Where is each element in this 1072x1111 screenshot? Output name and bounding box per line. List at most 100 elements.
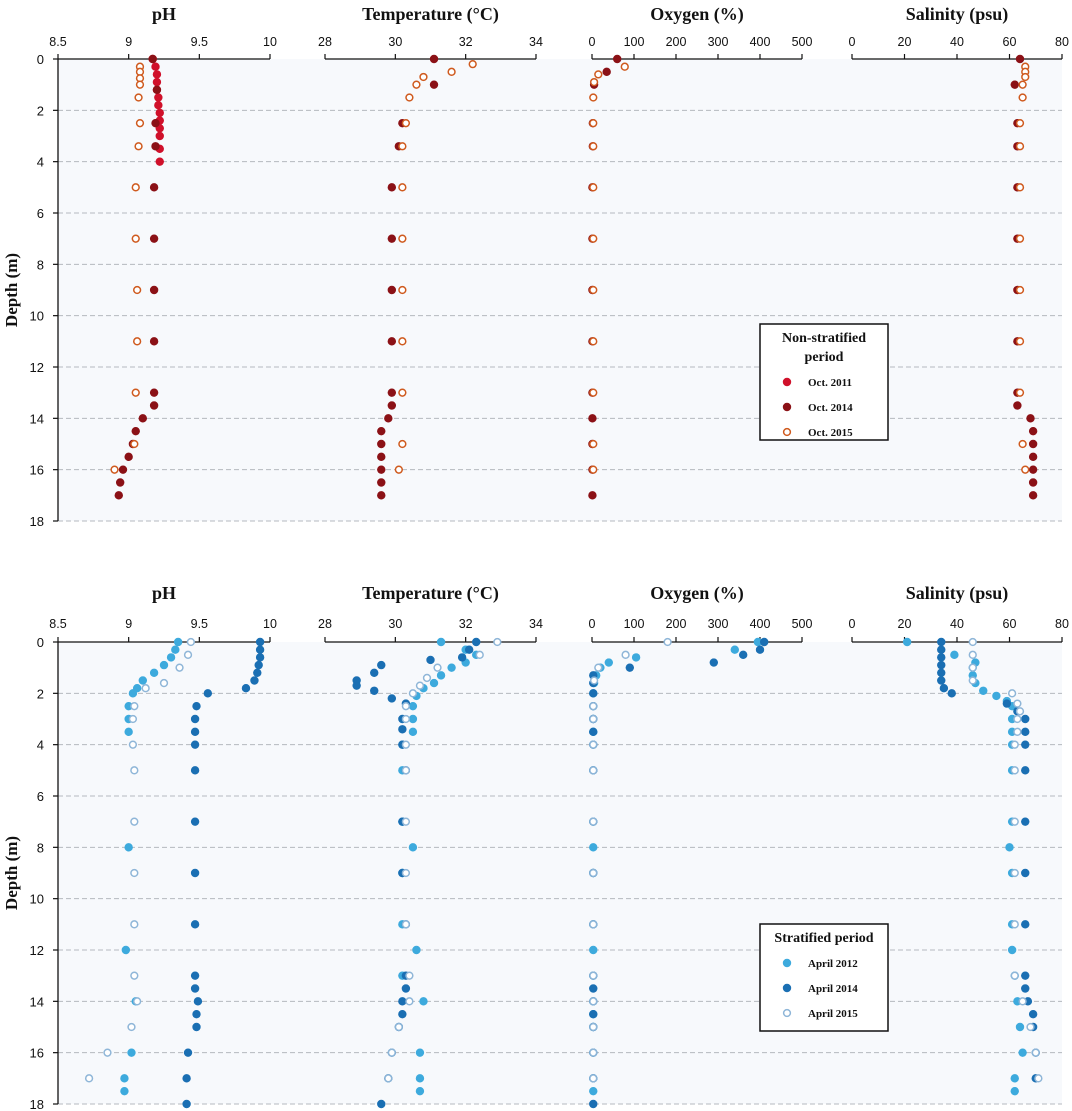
data-point	[149, 401, 159, 410]
data-point	[1013, 401, 1022, 410]
x-tick-label: 0	[589, 35, 596, 49]
data-point	[1026, 1022, 1035, 1032]
series-april-2015	[84, 637, 196, 1083]
x-tick-label: 40	[950, 617, 964, 631]
legend-label: Oct. 2011	[808, 377, 852, 389]
data-point	[415, 1086, 425, 1096]
data-point	[589, 689, 598, 698]
data-point	[134, 93, 143, 102]
data-point	[1015, 337, 1025, 346]
data-point	[377, 426, 386, 436]
data-point	[589, 868, 598, 878]
data-point	[398, 142, 407, 151]
y-tick-label: 18	[30, 514, 44, 529]
series-april-2014	[182, 637, 265, 1109]
data-point	[1015, 142, 1025, 151]
data-point	[429, 678, 439, 688]
panel-title: Oxygen (%)	[650, 583, 744, 604]
data-point	[589, 843, 598, 852]
data-point	[968, 676, 977, 685]
data-point	[589, 676, 599, 685]
x-tick-label: 8.5	[49, 35, 66, 49]
data-point	[433, 663, 442, 672]
data-point	[589, 971, 598, 980]
data-point	[663, 637, 672, 647]
data-point	[1021, 465, 1030, 474]
data-point	[151, 142, 160, 151]
data-point	[130, 920, 139, 929]
data-point	[131, 234, 140, 243]
data-point	[132, 997, 142, 1006]
legend-entry-oct-2015: Oct. 2015	[782, 427, 853, 439]
data-point	[398, 725, 407, 734]
data-point	[155, 131, 164, 141]
data-point	[387, 388, 397, 397]
data-point	[1026, 414, 1035, 423]
data-point	[171, 645, 180, 654]
data-point	[138, 676, 148, 685]
x-tick-label: 400	[750, 617, 771, 631]
data-point	[1010, 1074, 1019, 1083]
data-point	[589, 183, 598, 192]
data-point	[1015, 285, 1025, 295]
legend-marker	[782, 958, 792, 968]
data-point	[387, 401, 397, 410]
data-point	[149, 183, 159, 192]
x-tick-label: 32	[459, 35, 473, 49]
data-point	[154, 100, 163, 110]
data-point	[130, 702, 139, 711]
panel-title: pH	[152, 4, 176, 24]
data-point	[253, 668, 262, 677]
data-point	[589, 1009, 598, 1019]
legend-entry-oct-2011: Oct. 2011	[782, 377, 852, 389]
data-point	[138, 414, 148, 423]
data-point	[419, 997, 428, 1006]
data-point	[589, 984, 598, 993]
data-point	[950, 650, 959, 660]
data-point	[250, 676, 259, 685]
data-point	[1010, 920, 1019, 929]
data-point	[589, 817, 598, 826]
data-point	[394, 1022, 404, 1032]
data-point	[419, 72, 428, 82]
data-point	[387, 183, 397, 192]
data-point	[149, 285, 159, 295]
data-point	[589, 740, 598, 749]
legend-marker	[782, 427, 792, 437]
data-point	[621, 650, 630, 659]
x-tick-label: 9.5	[191, 35, 208, 49]
x-tick-label: 100	[624, 35, 645, 49]
panel-oxygen: Oxygen (%) 0 100 200 300 400 500	[589, 583, 812, 1109]
data-point	[152, 85, 162, 95]
data-point	[1010, 1086, 1019, 1096]
data-point	[182, 1074, 191, 1083]
data-point	[447, 663, 456, 672]
legend-marker	[782, 377, 792, 387]
x-tick-label: 10	[263, 617, 277, 631]
data-point	[589, 77, 599, 87]
legend-label: April 2014	[808, 983, 858, 995]
data-point	[173, 637, 183, 647]
chart-non-stratified-period: 0 2 4 6 8 10 12 14 16 18 Depth (m) pH 8.5 9 9.5 10 Tempe…	[2, 4, 1069, 529]
x-tick-label: 28	[318, 617, 332, 631]
x-tick-label: 40	[950, 35, 964, 49]
data-point	[130, 817, 139, 826]
data-point	[755, 645, 765, 654]
data-point	[134, 142, 143, 151]
data-point	[132, 337, 142, 346]
data-point	[937, 668, 946, 677]
data-point	[457, 653, 467, 662]
data-point	[1013, 714, 1022, 724]
y-axis-label: Depth (m)	[2, 836, 21, 910]
legend-entry-april-2012: April 2012	[782, 958, 858, 970]
series-april-2014	[937, 637, 1040, 1083]
data-point	[241, 683, 251, 693]
series-oct-2015	[110, 62, 145, 474]
y-tick-label: 16	[30, 1046, 44, 1061]
data-point	[631, 653, 641, 662]
data-point	[589, 1086, 598, 1096]
data-point	[103, 1048, 112, 1057]
panel-title: Temperature (°C)	[362, 583, 499, 604]
data-point	[602, 67, 611, 77]
x-tick-label: 200	[666, 35, 687, 49]
